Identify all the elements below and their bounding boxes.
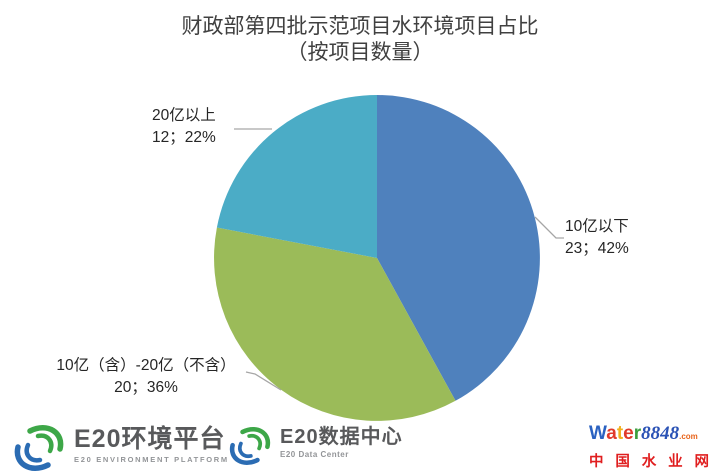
- data-label-value: 20；36%: [114, 379, 178, 396]
- water-letter: e: [623, 423, 634, 444]
- data-label-value: 23；42%: [565, 240, 629, 257]
- data-label-category: 10亿以下: [565, 218, 629, 235]
- data-label-10to20yi: 10亿（含）-20亿（不含） 20；36%: [47, 355, 245, 399]
- data-label-10yi-below: 10亿以下 23；42%: [565, 216, 629, 260]
- water-cn-char: 业: [668, 454, 683, 470]
- label-leader-line: [245, 371, 282, 391]
- e20-data-center-logo: E20数据中心 E20 Data Center: [226, 425, 403, 467]
- data-label-category: 20亿以上: [152, 107, 216, 124]
- water-letter: t: [616, 423, 624, 444]
- water-word: Water: [589, 423, 641, 444]
- e20-swirl-icon: [229, 426, 271, 466]
- chart-title-line2: （按项目数量）: [286, 41, 434, 64]
- water-cn-char: 水: [641, 454, 657, 470]
- water-number: 8848: [641, 423, 680, 444]
- water-tld: .com: [679, 432, 698, 441]
- water8848-wordmark: Water8848.com: [589, 424, 709, 447]
- e20-platform-subtitle: E20 ENVIRONMENT PLATFORM: [74, 455, 229, 464]
- e20-platform-name: E20环境平台: [74, 425, 226, 453]
- water8848-chinese-name: 中国水业网: [589, 450, 709, 471]
- water-cn-char: 网: [694, 454, 710, 470]
- pie-slice-1: [214, 227, 456, 421]
- data-label-20yi-above: 20亿以上 12；22%: [152, 105, 216, 149]
- water-letter: a: [606, 423, 617, 444]
- water-cn-char: 中: [589, 454, 604, 470]
- data-label-value: 12；22%: [152, 129, 216, 146]
- pie-slice-2: [216, 95, 377, 258]
- label-leader-line: [534, 216, 564, 239]
- data-label-category: 10亿（含）-20亿（不含）: [56, 357, 236, 374]
- water-letter: r: [633, 423, 642, 444]
- e20-environment-platform-logo: E20环境平台 E20 ENVIRONMENT PLATFORM: [10, 425, 229, 471]
- e20-data-center-subtitle: E20 Data Center: [280, 450, 349, 459]
- e20-swirl-icon: [14, 425, 64, 471]
- water-letter: W: [589, 423, 607, 444]
- water-cn-char: 国: [615, 454, 630, 470]
- pie-slice-0: [377, 95, 540, 401]
- chart-title-line1: 财政部第四批示范项目水环境项目占比: [181, 15, 539, 38]
- water8848-logo: Water8848.com 中国水业网: [589, 424, 709, 471]
- e20-data-center-name: E20数据中心: [280, 426, 403, 448]
- chart-title: 财政部第四批示范项目水环境项目占比 （按项目数量）: [0, 14, 720, 66]
